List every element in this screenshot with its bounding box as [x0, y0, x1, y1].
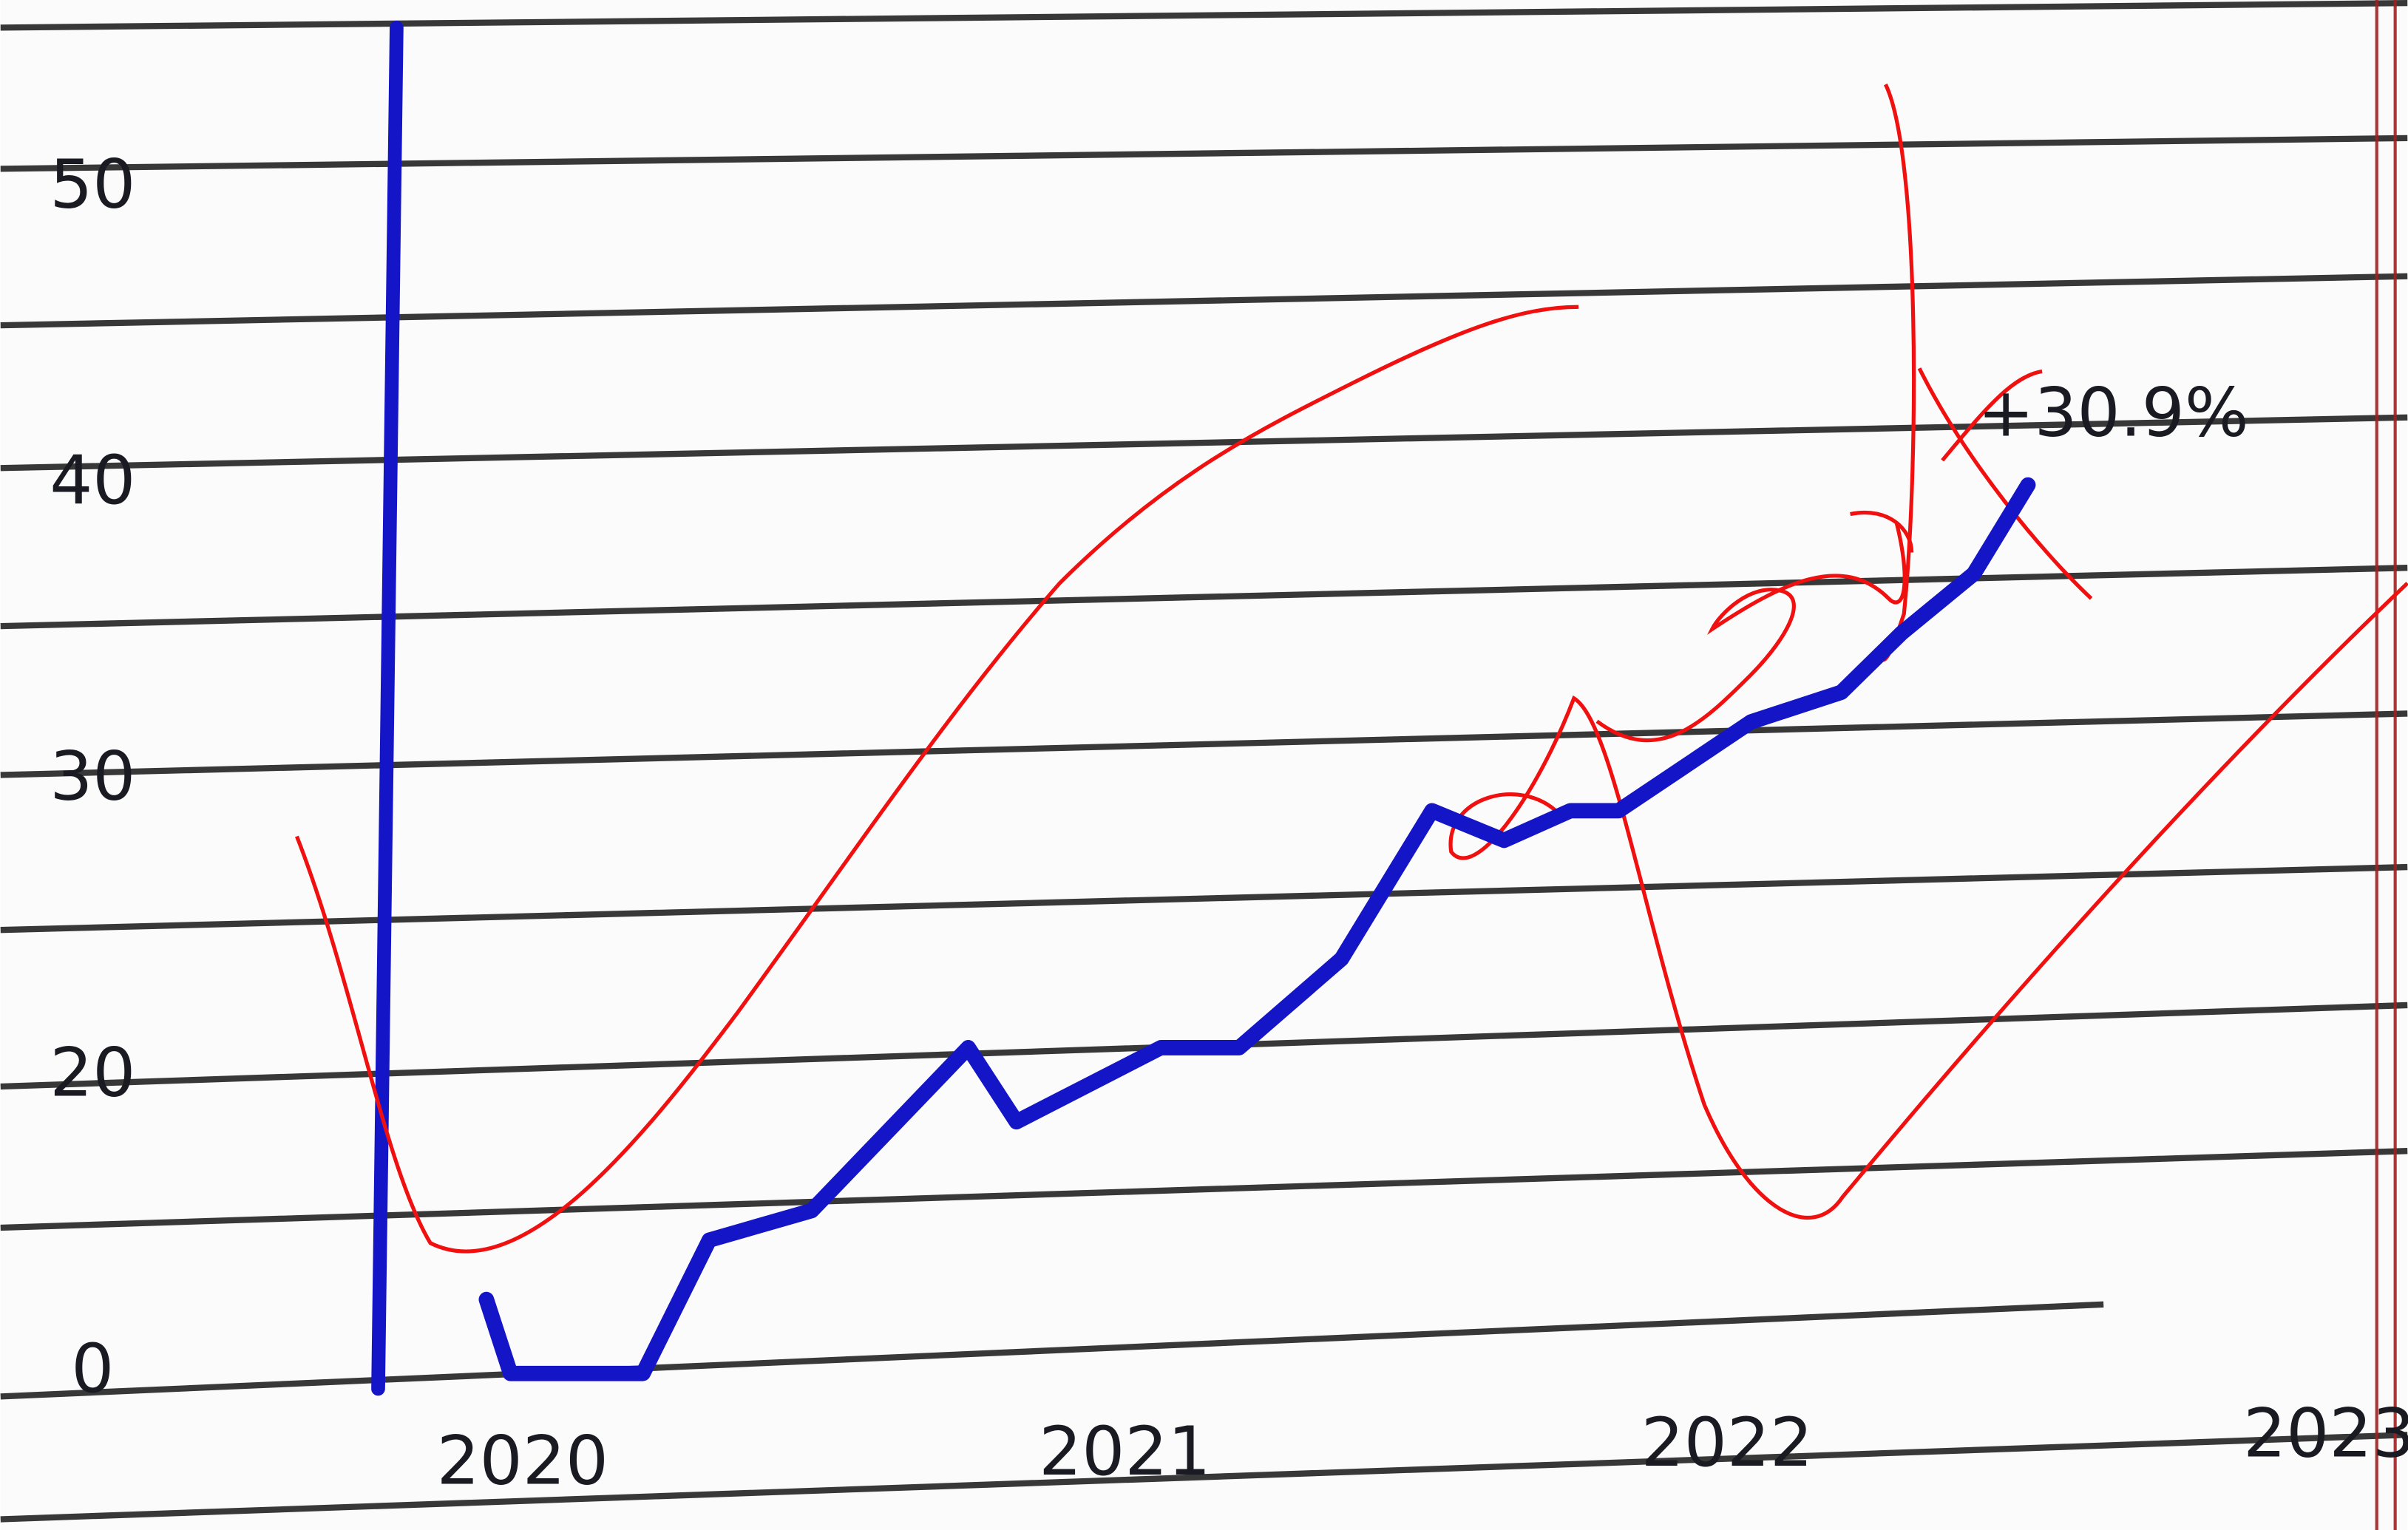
data-line — [478, 477, 2036, 1381]
y-tick-label: 20 — [50, 1033, 135, 1112]
x-tick-label: 2023 — [2243, 1393, 2408, 1472]
x-tick-label: 2021 — [1039, 1412, 1210, 1491]
annotation: +30.9% — [1978, 373, 2249, 452]
x-tick-label: 2020 — [437, 1421, 608, 1500]
red-scribbles — [295, 84, 2408, 1254]
y-tick-label: 0 — [71, 1329, 114, 1408]
x-tick-label: 2022 — [1641, 1403, 1813, 1482]
y-tick-label: 40 — [50, 441, 135, 520]
y-tick-label: 30 — [50, 737, 135, 816]
y-axis — [371, 21, 404, 1396]
y-tick-label: 50 — [50, 144, 135, 223]
